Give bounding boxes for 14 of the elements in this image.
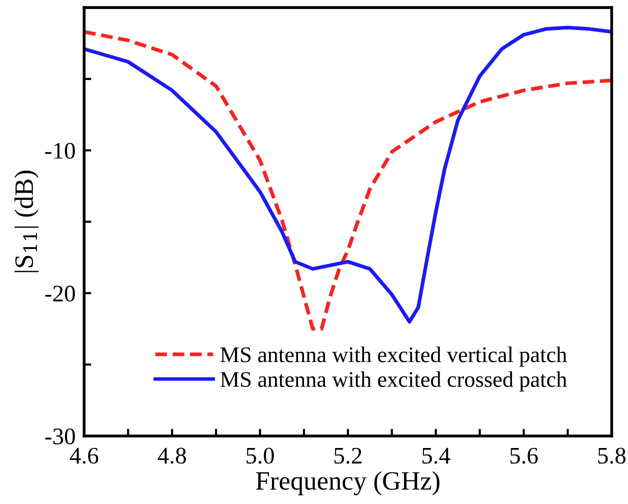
x-tick-label: 5.4 — [422, 448, 450, 464]
x-tick-label: 5.8 — [598, 448, 626, 464]
x-tick-label: 5.0 — [246, 448, 274, 464]
x-tick-label: 4.6 — [70, 448, 98, 464]
legend-label: MS antenna with excited crossed patch — [220, 371, 567, 392]
y-tick-label: -30 — [45, 428, 75, 444]
x-tick-label: 5.2 — [334, 448, 362, 464]
x-tick-label: 4.8 — [158, 448, 186, 464]
y-axis-title: |S$_{11}$| (dB) — [14, 170, 39, 272]
x-tick-label: 5.6 — [510, 448, 538, 464]
legend-label: MS antenna with excited vertical patch — [220, 346, 567, 367]
x-axis-title: Frequency (GHz) — [256, 471, 440, 496]
y-tick-label: -20 — [45, 286, 75, 302]
y-tick-label: -10 — [45, 142, 75, 159]
